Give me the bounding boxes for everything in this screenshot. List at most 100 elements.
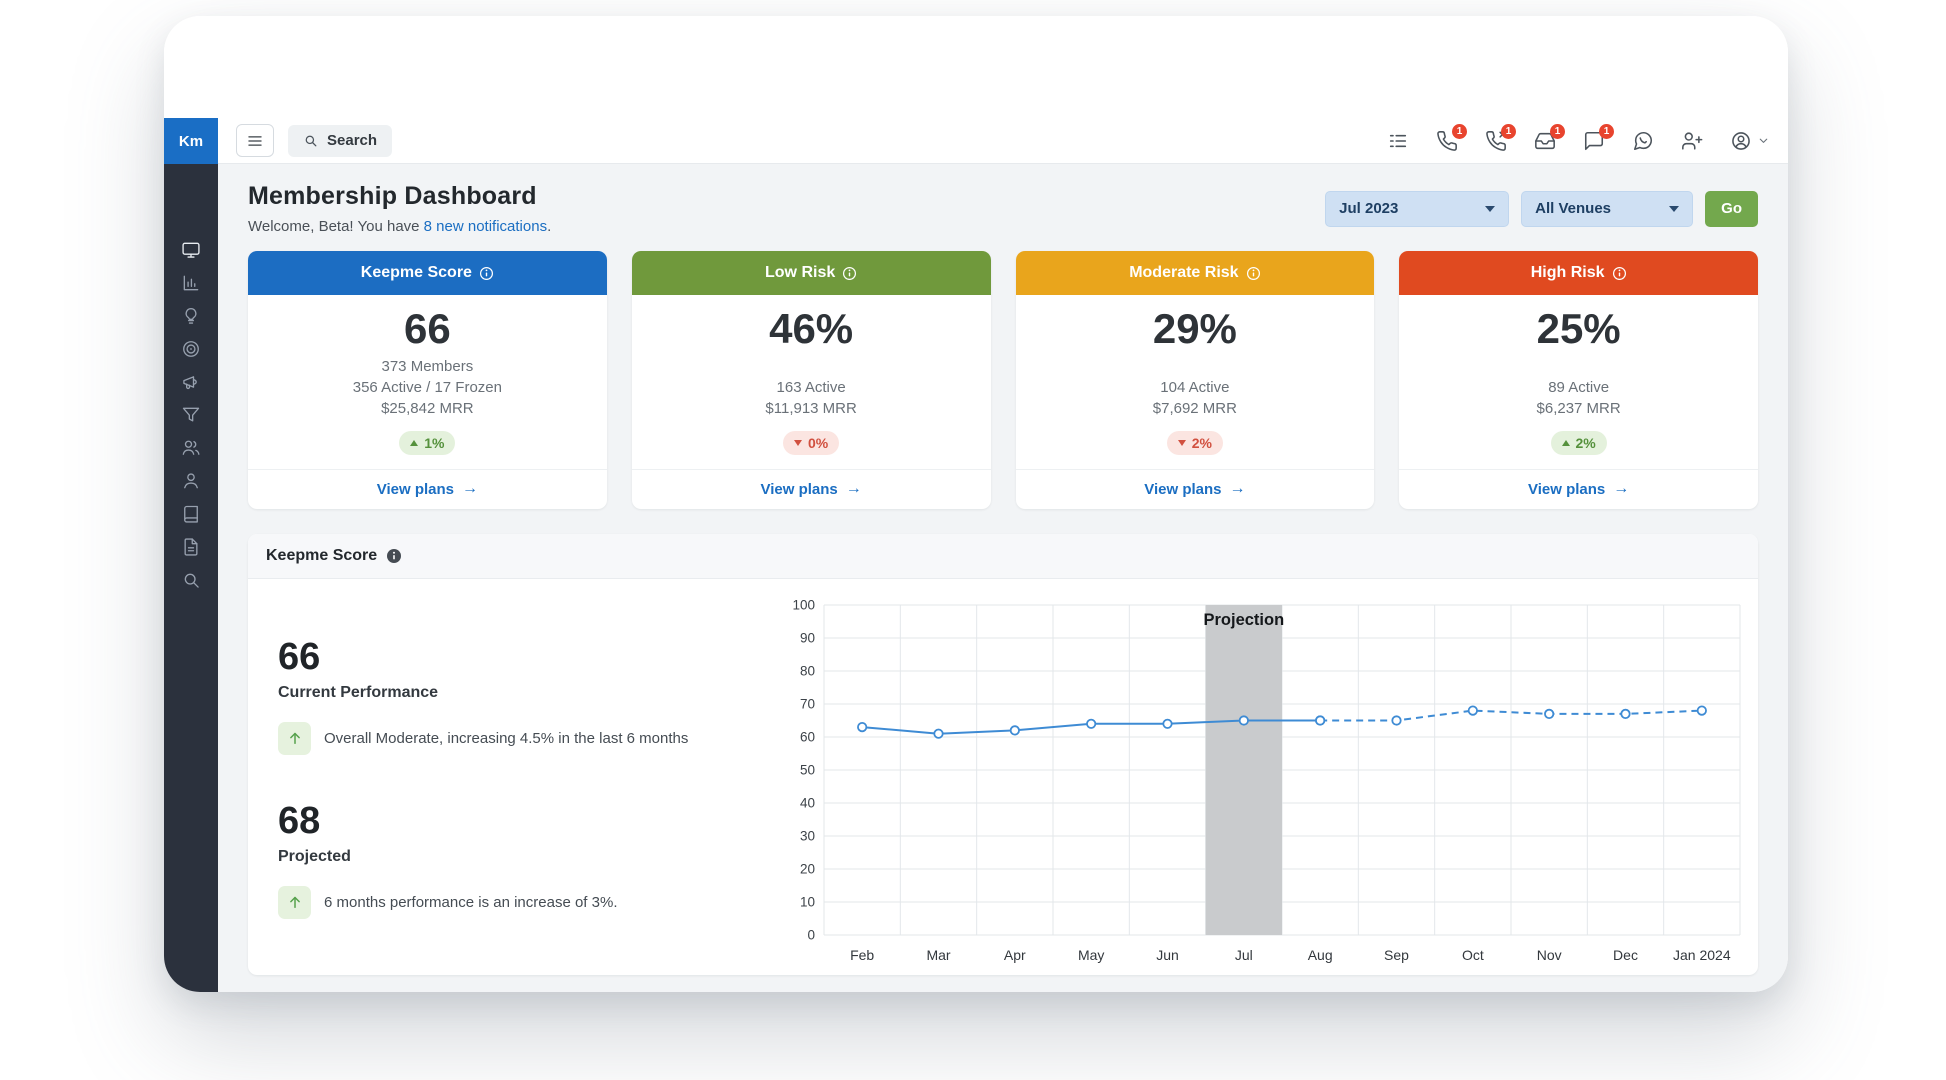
pipeline-icon — [181, 405, 201, 425]
projected-score-note: 6 months performance is an increase of 3… — [278, 886, 778, 919]
sidebar-item-pipeline[interactable] — [174, 405, 208, 425]
page-header: Membership Dashboard Welcome, Beta! You … — [218, 164, 1788, 243]
card-stat-line: $25,842 MRR — [353, 398, 502, 419]
view-plans-link[interactable]: View plans→ — [1399, 469, 1758, 509]
sidebar-item-account[interactable] — [174, 471, 208, 491]
welcome-suffix: . — [547, 218, 551, 235]
current-score-label: Current Performance — [278, 684, 778, 702]
window-top-space — [164, 16, 1788, 118]
notifications-link[interactable]: 8 new notifications — [424, 218, 547, 235]
app-chrome: Km Search 1111 Membership Dashbo — [164, 118, 1788, 992]
members-icon — [181, 438, 201, 458]
projected-score-value: 68 — [278, 801, 778, 843]
card-stat-line: $7,692 MRR — [1153, 398, 1237, 419]
keepme-score-panel: Keepme Score 66 Current Performance — [248, 534, 1758, 975]
topbar-phone-missed-button[interactable]: 1 — [1485, 130, 1507, 152]
info-icon — [842, 266, 857, 281]
topbar-icons: 1 1 1 1 — [1387, 130, 1770, 152]
score-line-chart: 0102030405060708090100ProjectionFebMarAp… — [778, 593, 1748, 967]
svg-text:Mar: Mar — [926, 947, 950, 963]
topbar-person-add-button[interactable] — [1681, 130, 1703, 152]
arrow-right-icon: → — [1230, 480, 1246, 498]
card-body: 25%89 Active$6,237 MRR2% — [1399, 295, 1758, 469]
welcome-text: Welcome, Beta! You have 8 new notificati… — [248, 218, 551, 235]
arrow-right-icon: → — [1613, 480, 1629, 498]
svg-text:Dec: Dec — [1613, 947, 1638, 963]
info-icon[interactable] — [386, 548, 402, 564]
svg-text:20: 20 — [800, 862, 815, 877]
svg-text:Projection: Projection — [1203, 611, 1284, 629]
card-body: 66373 Members356 Active / 17 Frozen$25,8… — [248, 295, 607, 469]
svg-text:40: 40 — [800, 796, 815, 811]
sidebar-nav — [164, 164, 218, 590]
app-window: Km Search 1111 Membership Dashbo — [164, 16, 1788, 992]
svg-text:May: May — [1078, 947, 1104, 963]
arrow-right-icon: → — [462, 480, 478, 498]
trend-up-icon — [410, 440, 418, 446]
go-button[interactable]: Go — [1705, 191, 1758, 227]
page: Km Search 1111 Membership Dashbo — [0, 0, 1946, 1080]
card-title: High Risk — [1399, 251, 1758, 295]
sidebar-item-campaigns[interactable] — [174, 372, 208, 392]
svg-text:70: 70 — [800, 697, 815, 712]
topbar-inbox-button[interactable]: 1 — [1534, 130, 1556, 152]
card-title: Keepme Score — [248, 251, 607, 295]
dashboard-icon — [181, 240, 201, 260]
svg-text:60: 60 — [800, 730, 815, 745]
stat-card-1: Low Risk46%163 Active$11,913 MRR0%View p… — [632, 251, 991, 509]
card-title: Moderate Risk — [1016, 251, 1375, 295]
hamburger-icon — [246, 132, 264, 150]
reports-icon — [181, 273, 201, 293]
trend-down-icon — [794, 440, 802, 446]
card-stat-line: $6,237 MRR — [1537, 398, 1621, 419]
topbar-account-menu-button[interactable] — [1730, 130, 1770, 152]
svg-text:Apr: Apr — [1004, 947, 1026, 963]
sidebar-item-documents[interactable] — [174, 537, 208, 557]
svg-text:90: 90 — [800, 631, 815, 646]
trend-up-icon — [1562, 440, 1570, 446]
chevron-down-icon — [1757, 134, 1770, 147]
sidebar-item-dashboard[interactable] — [174, 240, 208, 260]
plans-icon — [181, 504, 201, 524]
person-add-icon — [1681, 130, 1703, 152]
sidebar-item-goals[interactable] — [174, 339, 208, 359]
notification-badge: 1 — [1452, 124, 1467, 139]
sidebar-item-insights[interactable] — [174, 306, 208, 326]
sidebar-item-members[interactable] — [174, 438, 208, 458]
main-area: Search 1111 Membership Dashboard Welcome… — [218, 118, 1788, 992]
card-value: 29% — [1153, 305, 1237, 352]
svg-text:0: 0 — [807, 928, 815, 943]
svg-text:Sep: Sep — [1384, 947, 1409, 963]
topbar: Search 1111 — [218, 118, 1788, 164]
search-input[interactable]: Search — [288, 125, 392, 157]
period-select-value: Jul 2023 — [1339, 200, 1398, 217]
card-body: 46%163 Active$11,913 MRR0% — [632, 295, 991, 469]
topbar-whatsapp-button[interactable] — [1632, 130, 1654, 152]
insights-icon — [181, 306, 201, 326]
svg-text:100: 100 — [792, 598, 815, 613]
notification-badge: 1 — [1550, 124, 1565, 139]
sidebar-item-reports[interactable] — [174, 273, 208, 293]
period-select[interactable]: Jul 2023 — [1325, 191, 1509, 227]
card-body: 29%104 Active$7,692 MRR2% — [1016, 295, 1375, 469]
topbar-phone-button[interactable]: 1 — [1436, 130, 1458, 152]
account-menu-icon — [1730, 130, 1752, 152]
card-change-badge: 2% — [1551, 431, 1607, 455]
card-title: Low Risk — [632, 251, 991, 295]
view-plans-link[interactable]: View plans→ — [248, 469, 607, 509]
svg-text:50: 50 — [800, 763, 815, 778]
sidebar-item-search[interactable] — [174, 570, 208, 590]
info-icon — [1246, 266, 1261, 281]
card-value: 25% — [1537, 305, 1621, 352]
campaigns-icon — [181, 372, 201, 392]
card-change-badge: 1% — [399, 431, 455, 455]
app-logo[interactable]: Km — [164, 118, 218, 164]
view-plans-link[interactable]: View plans→ — [632, 469, 991, 509]
venue-select[interactable]: All Venues — [1521, 191, 1693, 227]
topbar-chat-button[interactable]: 1 — [1583, 130, 1605, 152]
view-plans-link[interactable]: View plans→ — [1016, 469, 1375, 509]
info-icon — [479, 266, 494, 281]
menu-button[interactable] — [236, 124, 274, 157]
sidebar-item-plans[interactable] — [174, 504, 208, 524]
topbar-task-list-button[interactable] — [1387, 130, 1409, 152]
